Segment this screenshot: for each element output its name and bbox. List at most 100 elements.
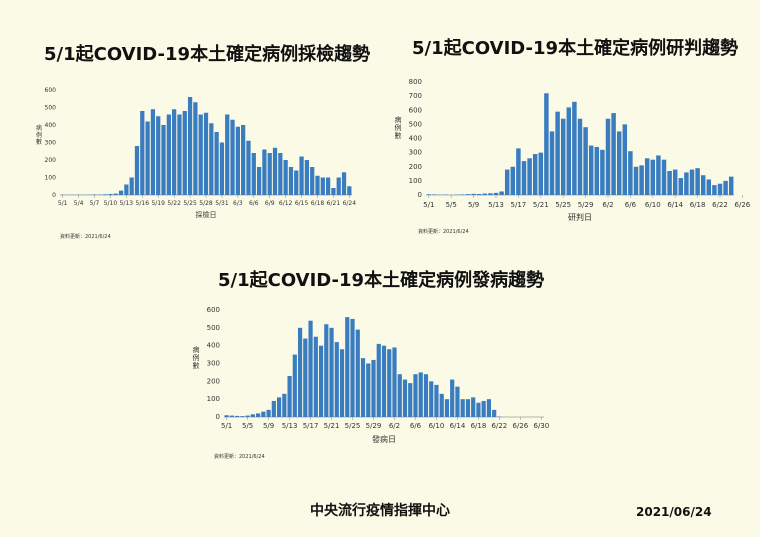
y-axis-label: 病例數	[395, 115, 402, 140]
y-tick-label: 400	[45, 122, 57, 129]
bar-5-8	[465, 194, 471, 195]
bar-6-1	[387, 349, 392, 417]
y-tick-label: 800	[409, 78, 422, 86]
x-tick-label: 6/2	[389, 422, 400, 430]
bar-5-10	[271, 400, 276, 417]
bar-5-24	[182, 111, 187, 195]
y-tick-label: 300	[45, 140, 57, 147]
bar-5-13	[493, 192, 499, 195]
bar-5-31	[381, 345, 387, 417]
x-tick-label: 5/25	[183, 200, 197, 207]
bar-6-2	[605, 118, 611, 195]
bar-6-7	[256, 167, 262, 195]
bar-5-16	[140, 111, 145, 195]
bar-6-12	[661, 159, 667, 195]
x-tick-label: 5/10	[104, 200, 118, 207]
x-tick-label: 5/21	[324, 422, 340, 430]
x-tick-label: 6/22	[712, 201, 728, 209]
bar-5-22	[334, 342, 339, 417]
footer-date: 2021/06/24	[636, 505, 712, 519]
y-tick-label: 600	[45, 87, 57, 94]
bar-5-26	[566, 107, 572, 195]
x-tick-label: 6/6	[249, 200, 259, 207]
bar-5-29	[371, 359, 376, 417]
x-tick-label: 6/2	[602, 201, 613, 209]
y-tick-label: 0	[418, 191, 422, 199]
bar-5-19	[318, 345, 324, 417]
bar-5-23	[339, 349, 345, 417]
x-tick-label: 6/26	[735, 201, 751, 209]
bar-6-18	[315, 175, 320, 195]
bar-6-15	[678, 178, 684, 195]
bar-6-17	[310, 167, 315, 195]
bar-5-14	[129, 177, 134, 195]
bar-5-23	[549, 131, 555, 195]
bar-6-14	[294, 170, 299, 195]
x-tick-label: 5/31	[215, 200, 229, 207]
bar-6-3	[611, 113, 616, 195]
bar-6-12	[283, 160, 288, 195]
x-tick-label: 6/26	[513, 422, 529, 430]
y-tick-label: 600	[207, 306, 220, 314]
bar-6-12	[444, 399, 450, 417]
y-tick-label: 0	[52, 192, 56, 199]
bar-6-7	[418, 372, 423, 417]
bar-6-7	[633, 166, 639, 195]
bar-5-18	[521, 161, 527, 195]
bar-6-10	[650, 159, 656, 195]
bar-5-15	[504, 169, 510, 195]
bar-5-1	[426, 194, 432, 195]
x-tick-label: 5/25	[555, 201, 571, 209]
bar-5-20	[161, 125, 166, 195]
y-tick-label: 600	[409, 106, 422, 114]
bar-6-16	[304, 160, 309, 195]
bar-6-6	[413, 374, 418, 417]
bar-6-8	[423, 374, 429, 417]
bar-6-19	[700, 175, 706, 195]
bar-5-14	[292, 354, 297, 417]
bar-6-9	[267, 153, 272, 195]
bar-5-20	[532, 154, 538, 195]
x-tick-label: 6/21	[327, 200, 341, 207]
bar-6-11	[278, 153, 283, 195]
bar-5-9	[471, 193, 476, 195]
bar-6-13	[450, 379, 455, 417]
bar-5-12	[118, 190, 124, 196]
bar-6-4	[402, 379, 408, 417]
x-tick-label: 6/3	[233, 200, 243, 207]
bar-5-31	[219, 142, 225, 195]
x-tick-label: 5/29	[578, 201, 594, 209]
x-tick-label: 5/4	[74, 200, 84, 207]
x-tick-label: 6/10	[645, 201, 661, 209]
x-tick-label: 6/18	[690, 201, 706, 209]
bar-6-6	[628, 151, 633, 195]
x-tick-label: 6/22	[492, 422, 508, 430]
y-tick-label: 100	[45, 175, 57, 182]
chart-title-sampling: 5/1起COVID-19本土確定病例採檢趨勢	[44, 44, 371, 65]
x-tick-label: 5/7	[90, 200, 100, 207]
bar-5-29	[583, 127, 588, 195]
x-tick-label: 5/5	[446, 201, 457, 209]
diagnosis-bar-chart: 0 100 200 300 400 500 600 700 800 5/1 5/5 5/9 5/13 5/…	[395, 78, 751, 222]
bar-6-13	[667, 170, 672, 195]
bar-6-1	[600, 149, 605, 195]
bar-6-10	[272, 147, 278, 195]
y-tick-label: 700	[409, 92, 422, 100]
x-tick-label: 5/13	[120, 200, 134, 207]
bar-5-13	[287, 375, 292, 417]
bar-5-17	[145, 121, 150, 195]
bar-6-21	[331, 188, 336, 195]
x-tick-label: 6/6	[410, 422, 422, 430]
bar-5-6	[250, 414, 255, 417]
bar-5-9	[103, 194, 108, 195]
x-axis-label: 發病日	[372, 434, 396, 444]
bar-6-19	[320, 177, 325, 195]
y-tick-label: 500	[409, 120, 422, 128]
bar-5-18	[150, 109, 156, 195]
y-tick-label: 400	[409, 135, 422, 143]
y-tick-label: 0	[216, 413, 220, 421]
chart-title-onset: 5/1起COVID-19本土確定病例發病趨勢	[218, 270, 545, 291]
bar-5-2	[229, 415, 234, 417]
bar-5-22	[172, 109, 177, 195]
bar-5-5	[245, 415, 250, 417]
